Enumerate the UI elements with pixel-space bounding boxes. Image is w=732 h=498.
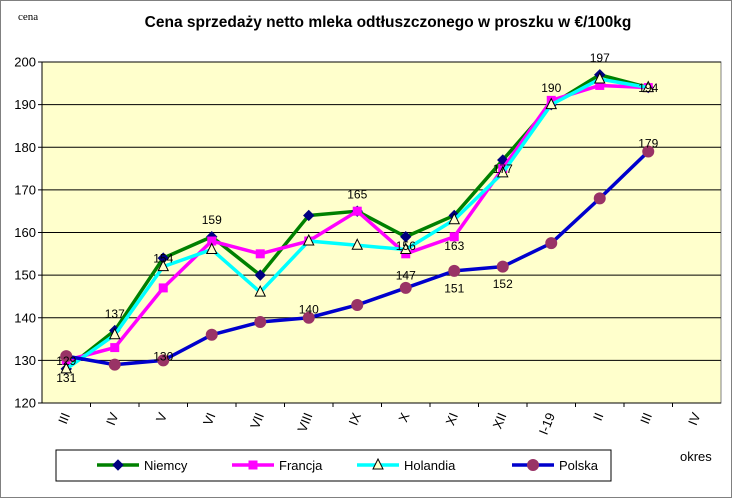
data-label: 154 [153,252,173,266]
legend: Niemcy Francja Holandia Polska [55,449,612,482]
x-tick-label: XII [490,411,510,431]
point-polska [545,237,558,250]
data-label: 197 [590,51,610,65]
y-tick-label: 200 [14,55,36,70]
x-tick-label: V [153,410,170,424]
data-label: 179 [638,136,658,150]
point-polska [108,358,121,371]
data-label: 130 [153,350,173,364]
point-polska [302,311,315,324]
data-label: 129 [56,354,76,368]
point-niemcy [400,231,412,243]
point-francja [352,206,362,216]
x-tick-label: IV [685,410,704,427]
point-polska [399,281,412,294]
point-francja [158,283,168,293]
data-label: 140 [299,303,319,317]
y-tick-label: 130 [14,353,36,368]
point-holandia [205,242,218,255]
data-label: 159 [202,213,222,227]
y-tick-label: 180 [14,140,36,155]
point-holandia [642,80,655,93]
point-holandia [157,259,170,272]
point-holandia [351,238,364,250]
point-polska [593,192,606,205]
legend-label-francja: Francja [279,458,323,473]
x-tick-label: VIII [294,411,315,435]
point-polska [157,354,170,367]
point-holandia [593,71,606,84]
legend-label-niemcy: Niemcy [144,458,188,473]
point-francja [110,343,120,353]
point-niemcy [254,269,266,281]
point-holandia [399,242,412,255]
point-polska [254,316,267,329]
x-tick-label: X [395,410,412,424]
data-label: 165 [347,188,367,202]
y-tick-label: 160 [14,225,36,240]
point-holandia [496,165,509,178]
x-tick-label: III [55,411,73,427]
data-label: 156 [396,239,416,253]
data-label: 177 [493,162,513,176]
legend-marker-polska [527,459,539,471]
point-polska [351,298,364,311]
x-tick-label: IV [103,410,122,427]
point-francja [255,249,265,259]
x-tick-label: IX [346,410,365,427]
point-holandia [60,361,73,374]
point-niemcy [303,209,315,222]
data-label: 152 [493,277,513,291]
x-axis-label: okres [680,449,712,464]
y-tick-label: 170 [14,182,36,197]
legend-label-polska: Polska [559,458,599,473]
data-label: 190 [541,81,561,95]
point-polska [205,328,218,341]
point-polska [60,350,73,363]
y-tick-label: 140 [14,310,36,325]
point-holandia [545,97,558,110]
point-holandia [302,233,315,246]
legend-marker-niemcy [112,459,124,471]
y-axis-label: cena [18,11,38,23]
x-tick-label: III [637,411,655,427]
point-polska [642,145,655,158]
y-tick-label: 190 [14,97,36,112]
y-tick-label: 120 [14,396,36,411]
plot-area: 120 130 140 150 160 170 180 190 200 III IV V VI VII VI… [14,51,722,437]
point-holandia [108,327,121,340]
x-tick-label: I-19 [536,411,558,437]
data-label: 147 [396,269,416,283]
data-label: 131 [56,371,76,385]
x-tick-label: VI [200,411,219,428]
point-francja [449,232,459,242]
x-tick-label: VII [247,411,267,431]
x-tick-label: II [590,411,607,423]
y-tick-label: 150 [14,268,36,283]
data-label: 137 [105,307,125,321]
point-holandia [448,212,461,225]
data-label: 163 [444,239,464,253]
point-polska [496,260,509,273]
chart-title: Cena sprzedaży netto mleka odtłuszczoneg… [145,14,632,31]
legend-label-holandia: Holandia [404,458,456,473]
data-label: 151 [444,281,464,295]
point-polska [448,264,461,277]
x-tick-label: XI [443,411,462,428]
point-holandia [254,285,267,297]
legend-marker-francja [248,460,258,470]
legend-marker-holandia [372,457,384,470]
data-label: 194 [638,81,658,95]
